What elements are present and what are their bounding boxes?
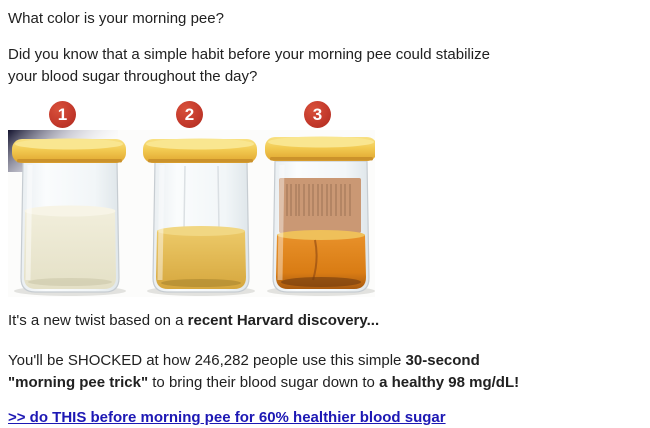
twist-bold: recent Harvard discovery... xyxy=(187,312,380,329)
cup-2 xyxy=(143,138,257,296)
marker-2-badge: 2 xyxy=(176,101,203,128)
shocked-line1-bold: 30-second xyxy=(405,352,480,369)
intro-paragraph: Did you know that a simple habit before … xyxy=(8,44,640,88)
cup-1 xyxy=(12,138,126,296)
urine-color-figure: 1 2 3 xyxy=(8,100,377,297)
cup-3-barcode-label xyxy=(279,178,361,233)
shocked-line1-regular: You'll be SHOCKED at how 246,282 people … xyxy=(8,352,406,369)
shocked-line2-bold-result: a healthy 98 mg/dL! xyxy=(379,374,520,391)
cup-2-lid xyxy=(143,138,257,163)
cup-1-liquid xyxy=(24,205,116,289)
cup-3-lid xyxy=(265,136,377,161)
shocked-paragraph: You'll be SHOCKED at how 246,282 people … xyxy=(8,350,640,394)
shocked-line2-regular: to bring their blood sugar down to xyxy=(148,374,380,391)
twist-line: It's a new twist based on a recent Harva… xyxy=(8,310,640,332)
urine-sample-photo xyxy=(8,130,377,297)
intro-line-1: Did you know that a simple habit before … xyxy=(8,46,490,63)
marker-1-badge: 1 xyxy=(49,101,76,128)
cup-3-liquid xyxy=(276,230,366,289)
cup-1-lid xyxy=(12,138,126,163)
twist-prefix: It's a new twist based on a xyxy=(8,312,188,329)
intro-question: What color is your morning pee? xyxy=(8,10,224,27)
cup-3 xyxy=(265,136,377,296)
cta-link[interactable]: >> do THIS before morning pee for 60% he… xyxy=(8,409,446,426)
urine-cups-illustration xyxy=(8,130,377,297)
shocked-line2-bold-trick: "morning pee trick" xyxy=(8,374,149,391)
markers-row: 1 2 3 xyxy=(8,100,375,130)
marker-3-badge: 3 xyxy=(304,101,331,128)
intro-line-2: your blood sugar throughout the day? xyxy=(8,68,258,85)
cup-2-liquid xyxy=(156,226,246,289)
cta-wrap: >> do THIS before morning pee for 60% he… xyxy=(8,407,640,428)
